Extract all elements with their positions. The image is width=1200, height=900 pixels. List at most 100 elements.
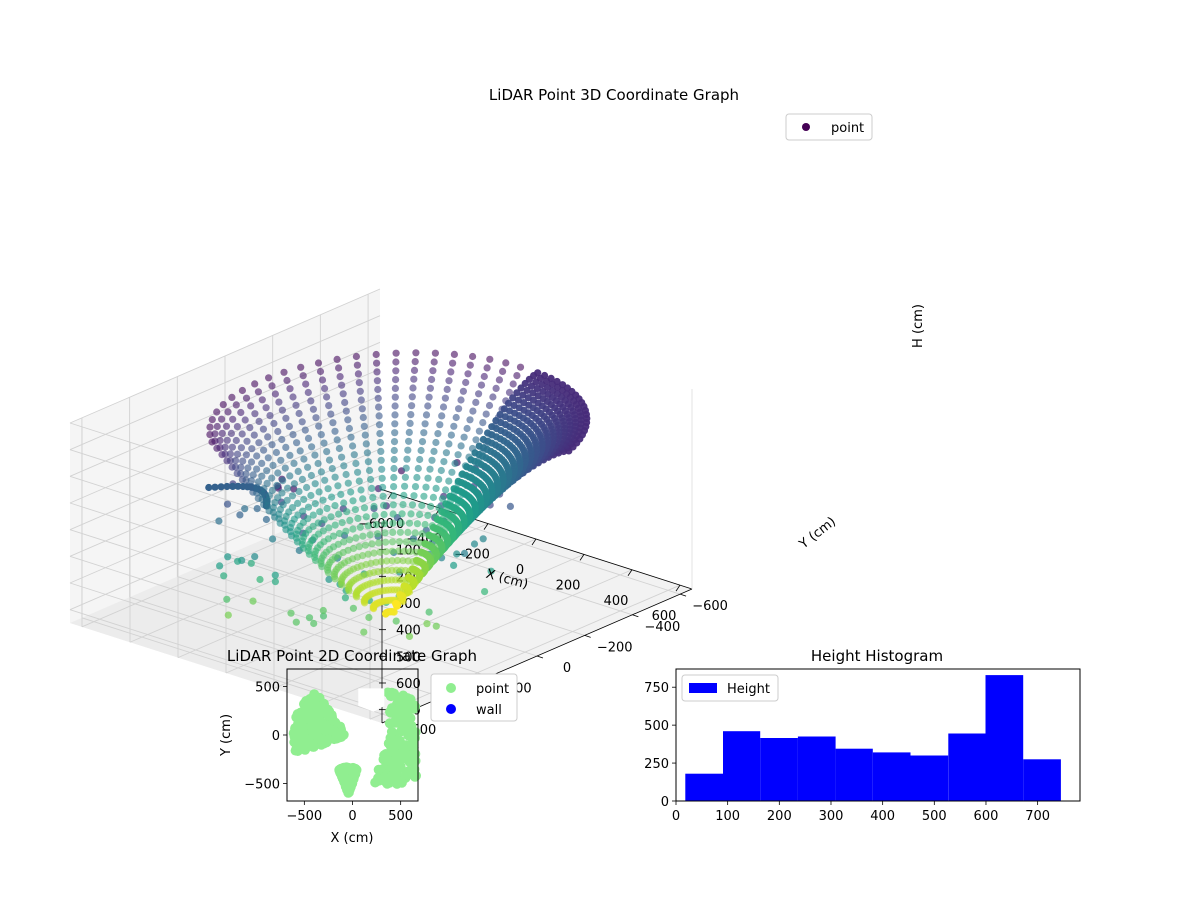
lidar-point bbox=[421, 540, 429, 548]
point-marker bbox=[327, 712, 338, 723]
lidar-point bbox=[352, 534, 360, 542]
lidar-point bbox=[277, 456, 285, 464]
lidar-point bbox=[379, 483, 387, 491]
lidar-point bbox=[416, 455, 424, 464]
lidar-point bbox=[264, 502, 272, 510]
lidar-point bbox=[404, 446, 412, 454]
lidar-point bbox=[323, 448, 331, 456]
lidar-point bbox=[389, 510, 397, 518]
lidar-point bbox=[228, 443, 236, 451]
lidar-point bbox=[285, 422, 293, 430]
lidar-point bbox=[260, 446, 268, 454]
lidar-point bbox=[492, 384, 500, 392]
point-marker bbox=[291, 737, 302, 748]
lidar-point bbox=[438, 495, 446, 503]
x-tick bbox=[531, 538, 537, 546]
lidar-point bbox=[373, 377, 381, 385]
lidar-point bbox=[234, 557, 242, 565]
lidar-point bbox=[350, 451, 358, 459]
lidar-point bbox=[295, 487, 303, 496]
point-marker bbox=[390, 768, 401, 779]
lidar-point bbox=[475, 442, 483, 450]
lidar-point bbox=[418, 530, 426, 538]
point-marker bbox=[347, 766, 358, 777]
lidar-point bbox=[224, 611, 232, 619]
lidar-point bbox=[278, 489, 286, 497]
x-tick-label: 200 bbox=[556, 578, 581, 593]
lidar-point bbox=[428, 375, 436, 384]
lidar-point bbox=[241, 416, 249, 424]
lidar-point bbox=[486, 355, 494, 363]
lidar-point bbox=[342, 407, 350, 415]
y-tick-label: −200 bbox=[597, 640, 633, 655]
lidar-point bbox=[359, 413, 367, 422]
lidar-point bbox=[479, 535, 487, 543]
plot-3d: LiDAR Point 3D Coordinate Graph −600 −400… bbox=[69, 86, 926, 738]
lidar-point bbox=[440, 458, 448, 466]
lidar-point bbox=[309, 511, 317, 519]
lidar-point bbox=[442, 449, 450, 457]
x-tick bbox=[627, 569, 633, 576]
lidar-point bbox=[342, 470, 350, 479]
lidar-point bbox=[524, 394, 532, 402]
lidar-point bbox=[344, 546, 352, 554]
lidar-point bbox=[447, 431, 455, 439]
lidar-point bbox=[357, 486, 365, 494]
lidar-point bbox=[347, 488, 355, 496]
lidar-point bbox=[274, 469, 282, 477]
lidar-point bbox=[371, 511, 379, 520]
lidar-point bbox=[454, 451, 462, 459]
plot-3d-legend: point bbox=[785, 113, 873, 141]
lidar-point bbox=[510, 401, 518, 410]
lidar-point bbox=[338, 381, 346, 389]
lidar-point bbox=[331, 473, 339, 481]
lidar-point bbox=[299, 372, 307, 380]
lidar-point bbox=[253, 505, 261, 513]
lidar-point bbox=[495, 376, 503, 384]
lidar-point bbox=[309, 522, 317, 531]
plot-3d-legend-box bbox=[785, 113, 873, 141]
lidar-point bbox=[349, 497, 357, 505]
lidar-point bbox=[331, 427, 339, 435]
lidar-point bbox=[325, 402, 333, 410]
lidar-point bbox=[418, 438, 427, 446]
lidar-point bbox=[407, 411, 415, 419]
lidar-point bbox=[279, 477, 287, 485]
plot-3d-legend-label: point bbox=[831, 121, 864, 136]
lidar-point bbox=[344, 416, 352, 424]
lidar-point bbox=[424, 511, 432, 519]
lidar-point bbox=[391, 402, 399, 410]
lidar-point bbox=[283, 376, 291, 385]
x-tick-label: 400 bbox=[870, 809, 895, 824]
hist-bar bbox=[910, 755, 949, 801]
lidar-point bbox=[492, 417, 500, 425]
lidar-point bbox=[427, 502, 435, 510]
lidar-point bbox=[328, 465, 336, 473]
lidar-point bbox=[268, 474, 276, 482]
lidar-point bbox=[506, 502, 514, 510]
lidar-point bbox=[392, 349, 400, 357]
hist-bar bbox=[985, 675, 1024, 801]
lidar-point bbox=[218, 415, 226, 423]
lidar-point bbox=[379, 492, 387, 500]
lidar-point bbox=[392, 358, 400, 366]
lidar-point bbox=[517, 384, 525, 392]
grid-line bbox=[69, 502, 383, 604]
lidar-point bbox=[372, 521, 380, 529]
lidar-point bbox=[258, 472, 266, 480]
lidar-point bbox=[398, 510, 406, 518]
lidar-point bbox=[239, 457, 247, 465]
x-tick-label: 500 bbox=[922, 809, 947, 824]
point-marker bbox=[290, 745, 301, 756]
lidar-point bbox=[403, 455, 411, 463]
lidar-point bbox=[222, 422, 231, 430]
point-marker bbox=[300, 744, 311, 755]
lidar-point bbox=[223, 595, 231, 603]
lidar-point bbox=[376, 430, 384, 438]
lidar-point bbox=[223, 500, 232, 508]
lidar-point bbox=[237, 444, 245, 452]
lidar-point bbox=[388, 557, 396, 565]
lidar-point bbox=[455, 405, 463, 413]
lidar-point bbox=[258, 495, 266, 503]
lidar-point bbox=[316, 508, 324, 516]
